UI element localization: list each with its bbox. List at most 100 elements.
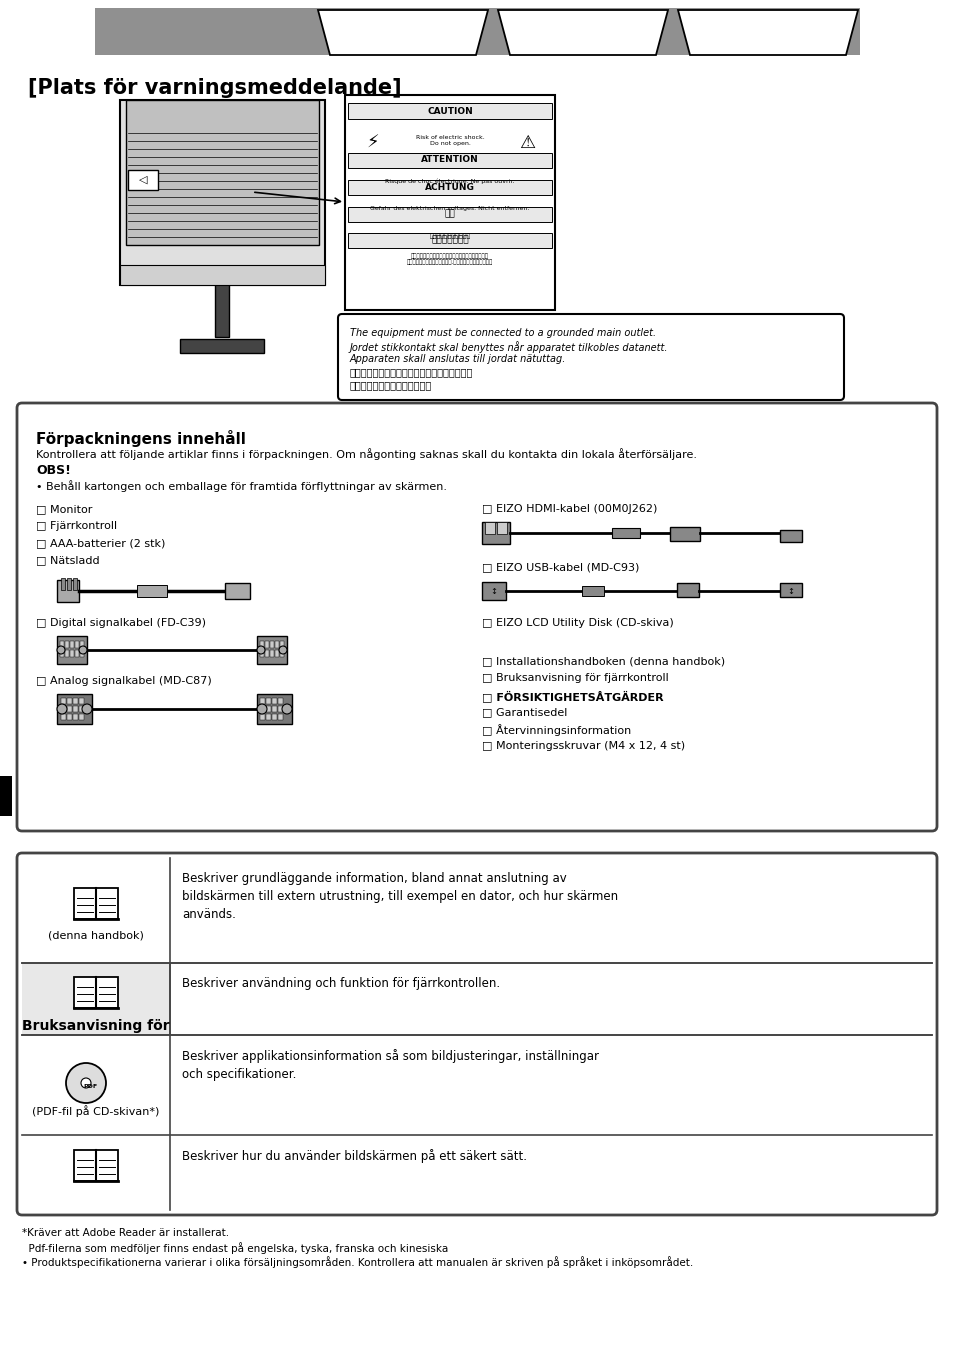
Bar [272, 706, 276, 711]
Circle shape [57, 703, 67, 714]
Bar [780, 583, 801, 597]
Bar [60, 649, 64, 657]
Bar [669, 526, 700, 541]
Bar [481, 582, 505, 599]
Bar [266, 698, 271, 703]
Bar [61, 706, 66, 711]
Bar [348, 180, 552, 194]
Text: Risk of electric shock.
Do not open.: Risk of electric shock. Do not open. [416, 135, 484, 146]
Bar [120, 100, 325, 285]
Text: PDF: PDF [83, 1084, 97, 1089]
Text: Beskriver grundläggande information, bland annat anslutning av
bildskärmen till : Beskriver grundläggande information, bla… [182, 872, 618, 921]
Bar [481, 522, 510, 544]
Bar [67, 698, 71, 703]
Bar [96, 1150, 118, 1181]
Bar [677, 583, 699, 597]
Bar [79, 698, 84, 703]
Circle shape [81, 1079, 91, 1088]
Text: (denna handbok): (denna handbok) [48, 930, 144, 940]
Bar [780, 531, 801, 541]
Bar [0, 776, 12, 815]
Text: Apparaten skall anslutas till jordat nätuttag.: Apparaten skall anslutas till jordat nät… [350, 354, 566, 364]
Text: CAUTION: CAUTION [427, 107, 473, 116]
Bar [96, 977, 118, 1008]
Bar [581, 586, 603, 595]
Text: □ Garantisedel: □ Garantisedel [481, 707, 567, 717]
Bar [256, 694, 292, 724]
Text: 小心: 小心 [444, 209, 455, 219]
Circle shape [282, 703, 292, 714]
Text: Beskriver applikationsinformation så som bildjusteringar, inställningar
och spec: Beskriver applikationsinformation så som… [182, 1049, 598, 1081]
Text: □ EIZO LCD Utility Disk (CD-skiva): □ EIZO LCD Utility Disk (CD-skiva) [481, 618, 673, 628]
Bar [348, 234, 552, 248]
Bar [260, 641, 264, 648]
Bar [266, 706, 271, 711]
Bar [214, 282, 229, 338]
Polygon shape [678, 9, 857, 55]
Text: Pdf-filerna som medföljer finns endast på engelska, tyska, franska och kinesiska: Pdf-filerna som medföljer finns endast p… [22, 1242, 448, 1254]
Bar [272, 698, 276, 703]
Text: □ Nätsladd: □ Nätsladd [36, 555, 99, 566]
Bar [96, 888, 118, 919]
Bar [280, 649, 284, 657]
Bar [128, 170, 158, 190]
Polygon shape [100, 8, 310, 55]
Text: • Produktspecifikationerna varierar i olika försäljningsområden. Kontrollera att: • Produktspecifikationerna varierar i ol… [22, 1256, 693, 1268]
Bar [120, 265, 325, 285]
Bar [225, 583, 250, 599]
Bar [67, 706, 71, 711]
Bar [126, 100, 318, 244]
Bar [277, 706, 283, 711]
Circle shape [278, 647, 287, 653]
Text: □ EIZO USB-kabel (MD-C93): □ EIZO USB-kabel (MD-C93) [481, 562, 639, 572]
Bar [260, 714, 265, 720]
Bar [274, 649, 278, 657]
Bar [265, 649, 269, 657]
Bar [348, 153, 552, 167]
FancyBboxPatch shape [17, 853, 936, 1215]
Bar [272, 714, 276, 720]
Polygon shape [497, 9, 667, 55]
Text: (PDF-fil på CD-skivan*): (PDF-fil på CD-skivan*) [32, 1106, 159, 1116]
Bar [67, 578, 71, 590]
Bar [80, 649, 84, 657]
Bar [73, 578, 77, 590]
Bar [79, 714, 84, 720]
Text: □ Fjärrkontroll: □ Fjärrkontroll [36, 521, 117, 531]
Circle shape [256, 703, 267, 714]
Bar [70, 649, 74, 657]
Text: ⚡: ⚡ [366, 134, 379, 153]
Text: ↕: ↕ [786, 586, 794, 595]
Bar [74, 977, 96, 1008]
Text: Risque de choc électrique. Ne pas ouvrir.: Risque de choc électrique. Ne pas ouvrir… [385, 180, 515, 185]
Bar [260, 698, 265, 703]
Text: The equipment must be connected to a grounded main outlet.: The equipment must be connected to a gro… [350, 328, 656, 338]
Text: ATTENTION: ATTENTION [420, 155, 478, 165]
Bar [277, 698, 283, 703]
Bar [280, 641, 284, 648]
Text: 有触电危及，请勿打开。: 有触电危及，请勿打开。 [429, 234, 470, 239]
Bar [137, 585, 167, 597]
Bar [270, 649, 274, 657]
Bar [57, 580, 79, 602]
Bar [61, 698, 66, 703]
Text: Kontrollera att följande artiklar finns i förpackningen. Om någonting saknas ska: Kontrollera att följande artiklar finns … [36, 448, 697, 460]
Bar [277, 714, 283, 720]
Text: 電源コードのアースは必ず接地してください。: 電源コードのアースは必ず接地してください。 [350, 367, 473, 377]
Text: □ AAA-batterier (2 stk): □ AAA-batterier (2 stk) [36, 539, 165, 548]
FancyBboxPatch shape [337, 315, 843, 400]
Bar [260, 649, 264, 657]
Text: Beskriver användning och funktion för fjärrkontrollen.: Beskriver användning och funktion för fj… [182, 977, 499, 990]
Text: □ Digital signalkabel (FD-C39): □ Digital signalkabel (FD-C39) [36, 618, 206, 628]
Text: □ Monteringsskruvar (M4 x 12, 4 st): □ Monteringsskruvar (M4 x 12, 4 st) [481, 741, 684, 751]
Text: *Kräver att Adobe Reader är installerat.: *Kräver att Adobe Reader är installerat. [22, 1228, 229, 1238]
Text: Förpackningens innehåll: Förpackningens innehåll [36, 431, 246, 447]
Text: ⚠: ⚠ [518, 134, 535, 153]
Bar [74, 1150, 96, 1181]
Text: ACHTUNG: ACHTUNG [425, 182, 475, 192]
Text: ↕: ↕ [490, 586, 497, 595]
Text: □ Installationshandboken (denna handbok): □ Installationshandboken (denna handbok) [481, 656, 724, 666]
Bar [79, 706, 84, 711]
Bar [95, 8, 859, 55]
Bar [22, 963, 170, 1035]
